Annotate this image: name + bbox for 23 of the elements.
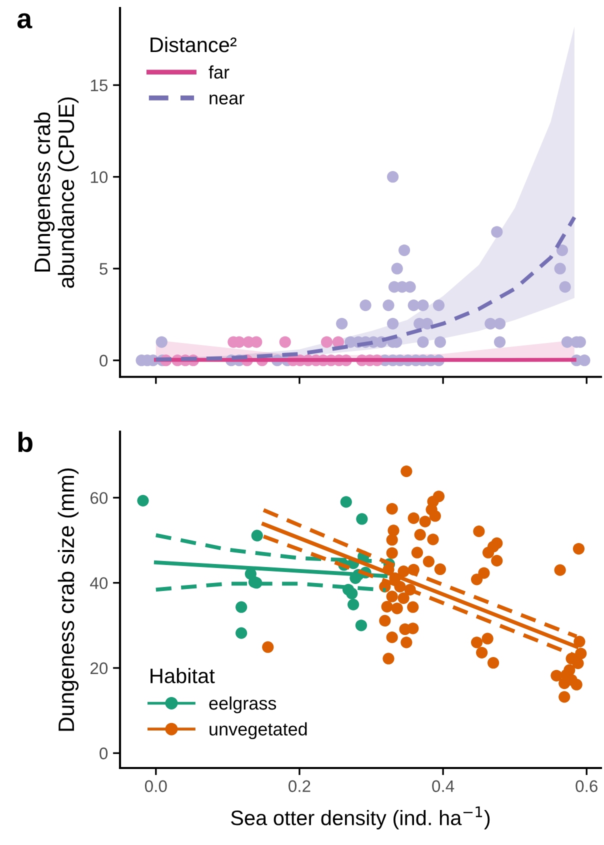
legend-title: Habitat: [150, 668, 215, 684]
y-tick-label: 40: [90, 577, 108, 590]
y-tick-label: 5: [100, 263, 108, 275]
legend-label: near: [210, 94, 244, 104]
y-tick-label: 0: [100, 354, 108, 367]
y-tick-label: 15: [90, 80, 108, 92]
legend-label: unvegetated: [210, 722, 307, 740]
x-tick-label: 0.6: [576, 780, 598, 792]
chart-title: a: [17, 13, 32, 28]
legend-title: Distance²: [150, 36, 236, 52]
y-tick-label: 10: [90, 171, 108, 184]
y-tick-label: 60: [90, 492, 108, 504]
y-axis-title: Dungeness crab abundance (CPUE): [34, 97, 79, 288]
legend-label: eelgrass: [209, 696, 276, 714]
x-tick-label: 0.0: [144, 780, 167, 792]
x-tick-label: 0.2: [288, 780, 310, 792]
x-tick-label: 0.4: [432, 780, 454, 792]
y-tick-label: 0: [100, 748, 108, 760]
chart-title: b: [18, 432, 32, 452]
y-axis-title: Dungeness crab size (mm): [58, 468, 79, 731]
y-tick-label: 20: [90, 662, 108, 674]
legend-label: far: [208, 65, 230, 79]
x-axis-title: Sea otter density (ind. ha$^{−1}$): [231, 806, 490, 830]
